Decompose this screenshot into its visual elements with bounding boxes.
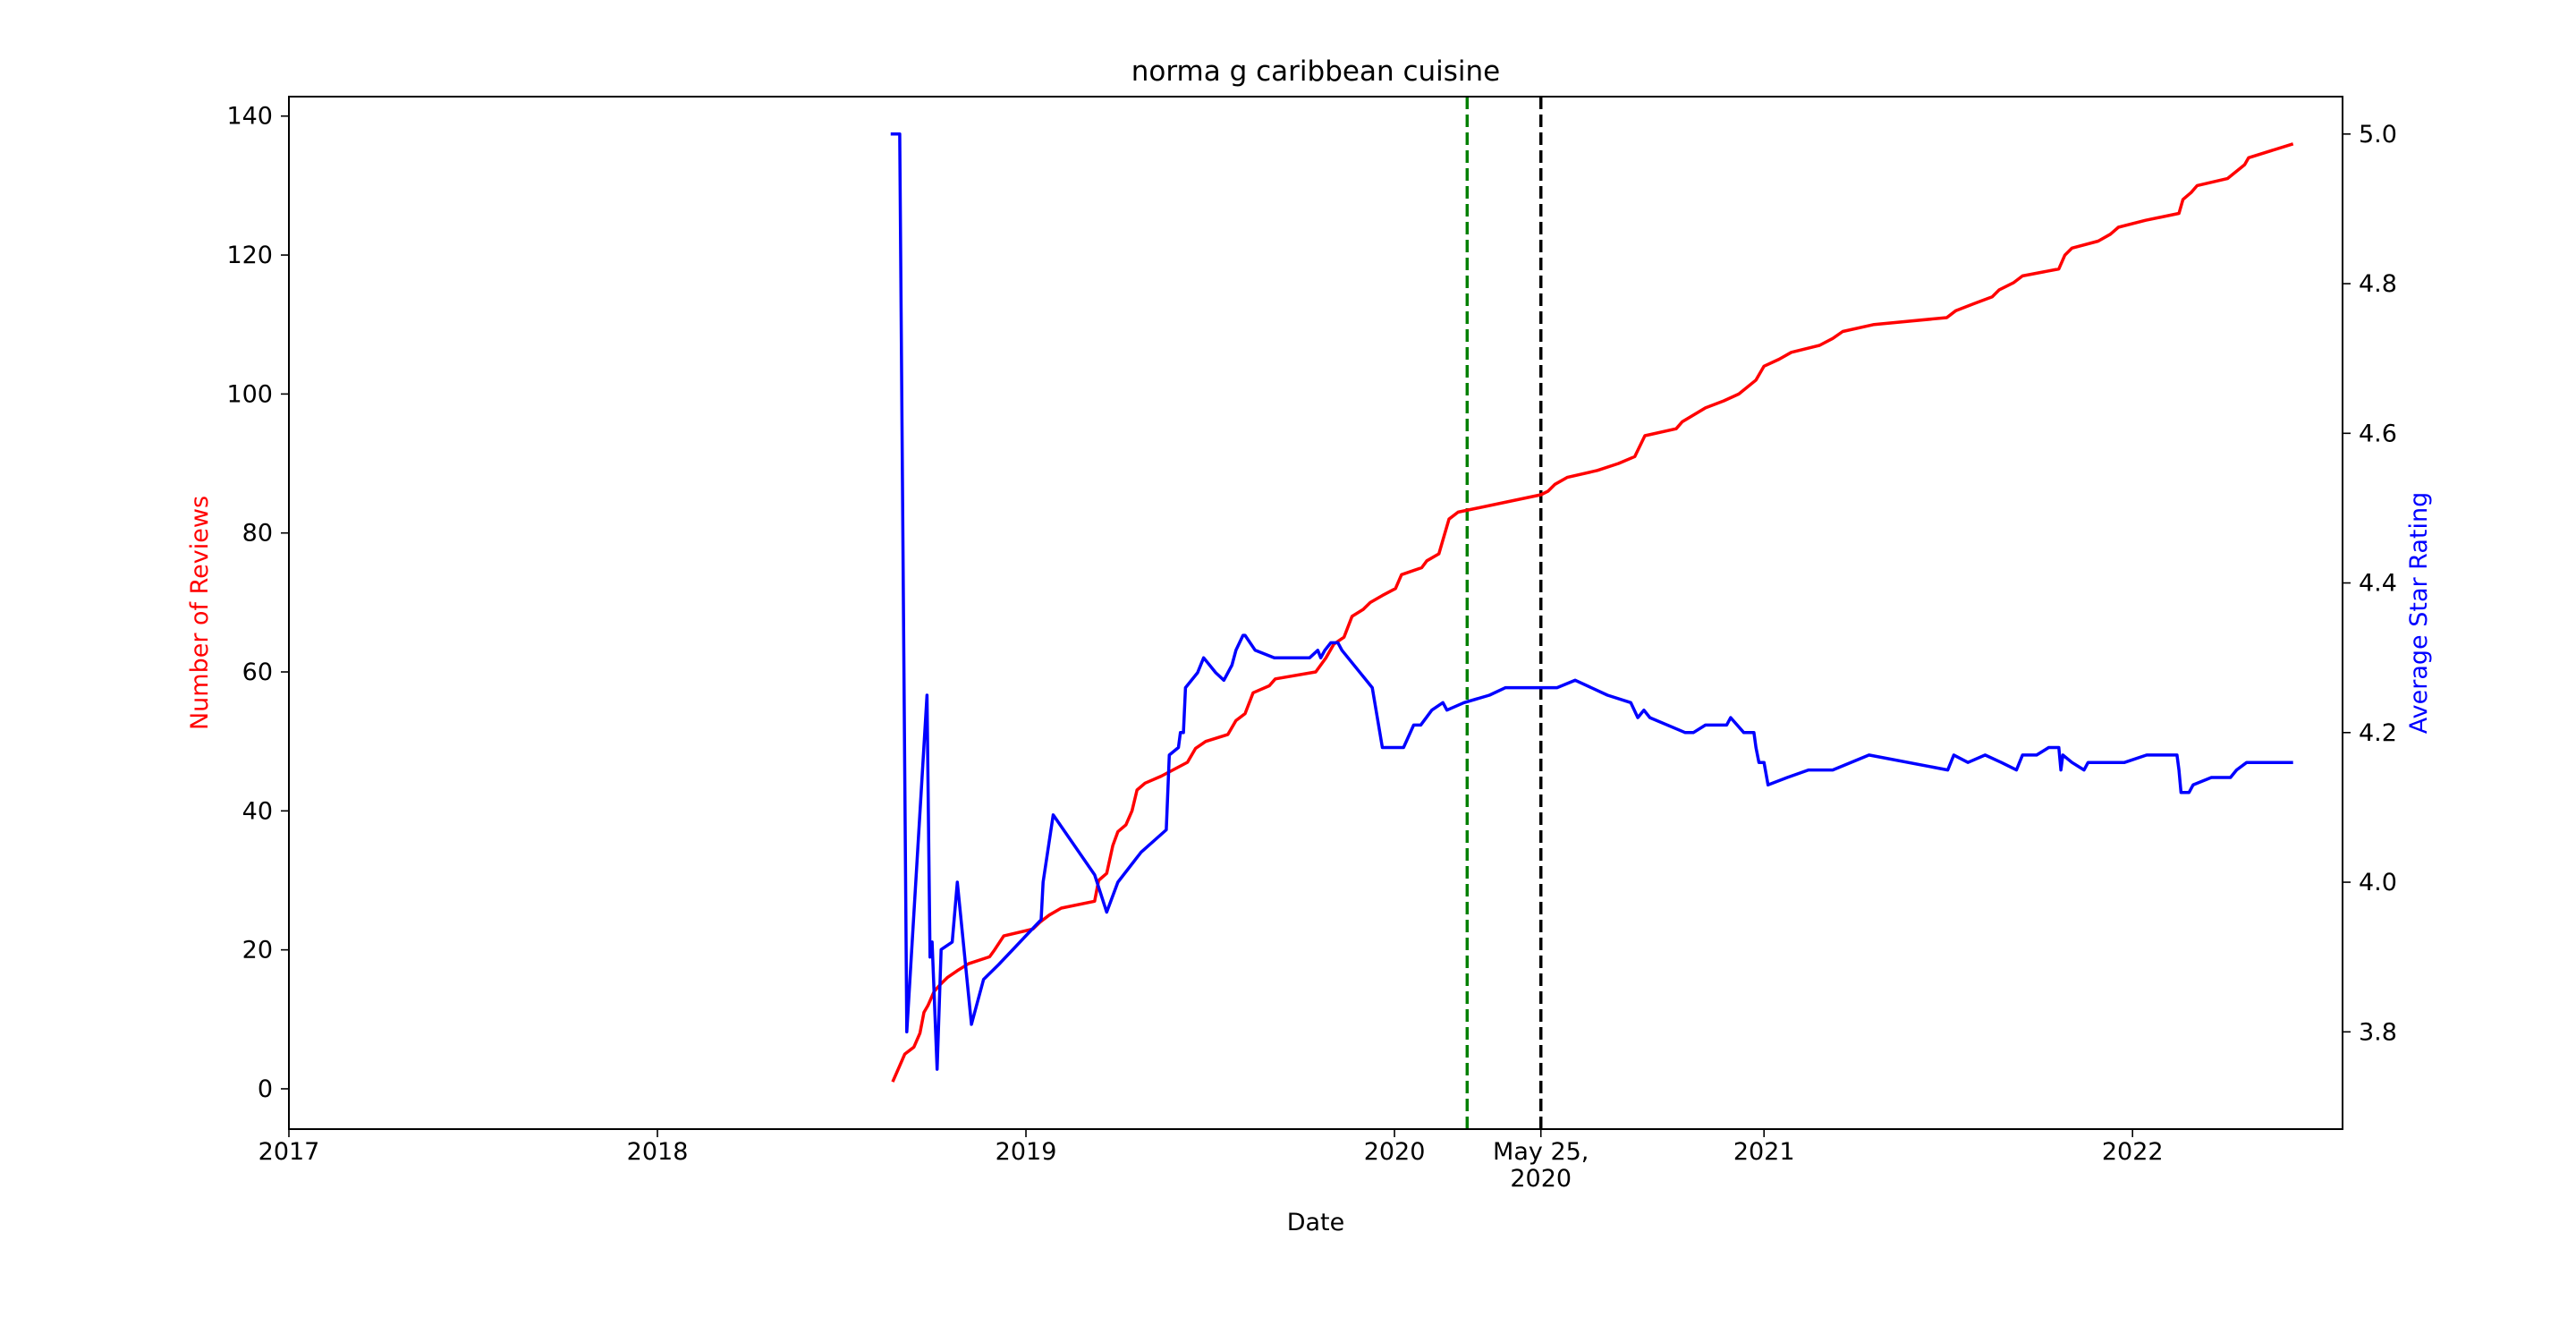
y-axis-left: 0 20 40 60 80 100 120 140	[226, 103, 289, 1103]
x-tick-label-0: 2017	[258, 1138, 320, 1166]
x-tick-label-5: 2021	[1733, 1138, 1795, 1166]
y-left-tick-label-2: 40	[242, 797, 273, 825]
y-right-tick-label-0: 3.8	[2359, 1018, 2397, 1046]
y-right-tick-label-5: 4.8	[2359, 270, 2397, 298]
series-line-rating	[890, 132, 2293, 1071]
y-right-tick-label-6: 5.0	[2359, 121, 2397, 149]
y-left-tick-label-7: 140	[226, 103, 273, 131]
x-axis-label: Date	[1287, 1209, 1345, 1236]
y-right-tick-label-1: 4.0	[2359, 869, 2397, 896]
x-tick-label-4: May 25, 2020	[1493, 1138, 1589, 1193]
plot-area	[890, 97, 2294, 1129]
y-left-tick-label-5: 100	[226, 380, 273, 408]
y-right-tick-label-2: 4.2	[2359, 719, 2397, 747]
y-left-tick-label-3: 60	[242, 658, 273, 686]
x-tick-label-3: 2020	[1364, 1138, 1426, 1166]
series-line-reviews	[891, 142, 2294, 1083]
y-axis-right: 3.8 4.0 4.2 4.4 4.6 4.8 5.0	[2343, 121, 2397, 1046]
x-tick-label-2: 2019	[996, 1138, 1057, 1166]
chart-title: norma g caribbean cuisine	[1131, 55, 1501, 88]
y-axis-right-label: Average Star Rating	[2405, 492, 2433, 734]
y-right-tick-label-4: 4.6	[2359, 420, 2397, 447]
y-right-tick-label-3: 4.4	[2359, 570, 2397, 598]
x-tick-label-6: 2022	[2102, 1138, 2164, 1166]
y-left-tick-label-0: 0	[258, 1075, 273, 1103]
y-left-tick-label-1: 20	[242, 937, 273, 964]
x-tick-label-1: 2018	[627, 1138, 689, 1166]
y-axis-left-label: Number of Reviews	[186, 496, 214, 730]
y-left-tick-label-6: 120	[226, 242, 273, 269]
plot-frame	[288, 96, 2343, 1130]
x-axis: 2017 2018 2019 2020 May 25, 2020 2021 2022	[258, 1129, 2164, 1193]
y-left-tick-label-4: 80	[242, 520, 273, 548]
